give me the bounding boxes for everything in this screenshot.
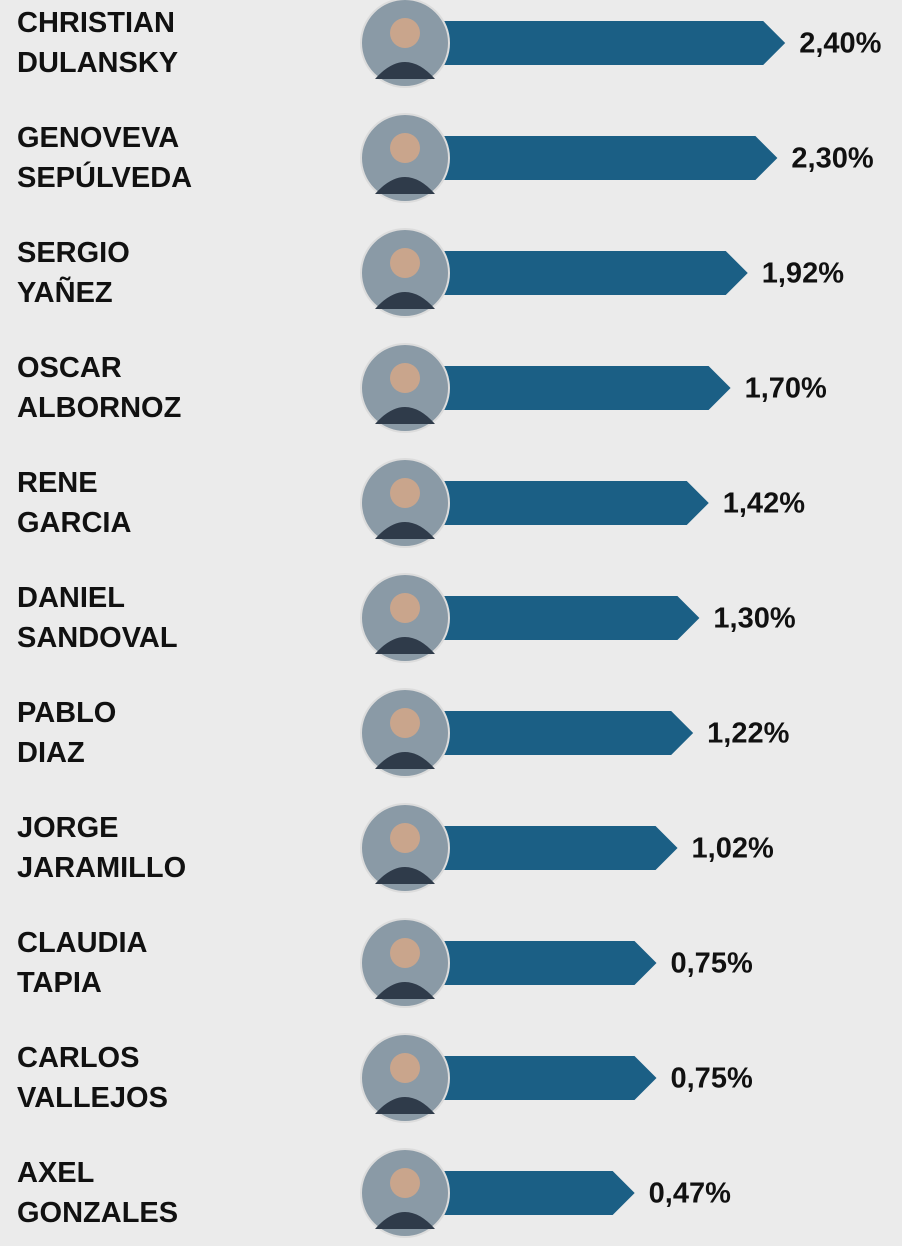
candidate-name: JORGE JARAMILLO (17, 812, 187, 884)
candidate-name: AXEL GONZALES (17, 1157, 179, 1229)
photo-body (375, 637, 435, 654)
bar (420, 941, 657, 985)
photo-head (390, 133, 420, 163)
bar (420, 596, 700, 640)
candidate-name: PABLO DIAZ (17, 697, 117, 769)
value-label: 1,70% (745, 373, 827, 405)
photo-body (375, 1097, 435, 1114)
bar (420, 366, 731, 410)
candidate-name: RENE GARCIA (17, 467, 132, 539)
value-label: 0,75% (671, 948, 753, 980)
bar (420, 1171, 635, 1215)
value-label: 1,02% (692, 833, 774, 865)
bar (420, 481, 709, 525)
value-label: 2,40% (799, 28, 881, 60)
bar (420, 251, 748, 295)
candidate-name: GENOVEVA SEPÚLVEDA (17, 122, 193, 194)
photo-head (390, 593, 420, 623)
photo-body (375, 407, 435, 424)
candidate-name: DANIEL SANDOVAL (17, 582, 178, 654)
candidate-name: CLAUDIA TAPIA (17, 927, 148, 999)
photo-head (390, 823, 420, 853)
bar (420, 711, 694, 755)
photo-head (390, 1053, 420, 1083)
photo-body (375, 867, 435, 884)
photo-head (390, 363, 420, 393)
value-label: 1,42% (723, 488, 805, 520)
bar (420, 1056, 657, 1100)
candidate-name: CHRISTIAN DULANSKY (17, 7, 179, 79)
photo-head (390, 938, 420, 968)
photo-body (375, 292, 435, 309)
photo-head (390, 18, 420, 48)
value-label: 2,30% (791, 143, 873, 175)
value-label: 1,92% (762, 258, 844, 290)
candidate-name: OSCAR ALBORNOZ (17, 352, 182, 424)
photo-body (375, 522, 435, 539)
bar (420, 21, 786, 65)
candidate-name: CARLOS VALLEJOS (17, 1042, 168, 1114)
value-label: 0,47% (649, 1178, 731, 1210)
bar (420, 826, 678, 870)
photo-body (375, 1212, 435, 1229)
photo-body (375, 177, 435, 194)
photo-head (390, 1168, 420, 1198)
photo-head (390, 708, 420, 738)
bar (420, 136, 778, 180)
photo-head (390, 478, 420, 508)
photo-body (375, 62, 435, 79)
photo-body (375, 752, 435, 769)
value-label: 0,75% (671, 1063, 753, 1095)
photo-head (390, 248, 420, 278)
photo-body (375, 982, 435, 999)
candidate-name: SERGIO YAÑEZ (17, 237, 130, 309)
value-label: 1,22% (707, 718, 789, 750)
value-label: 1,30% (713, 603, 795, 635)
